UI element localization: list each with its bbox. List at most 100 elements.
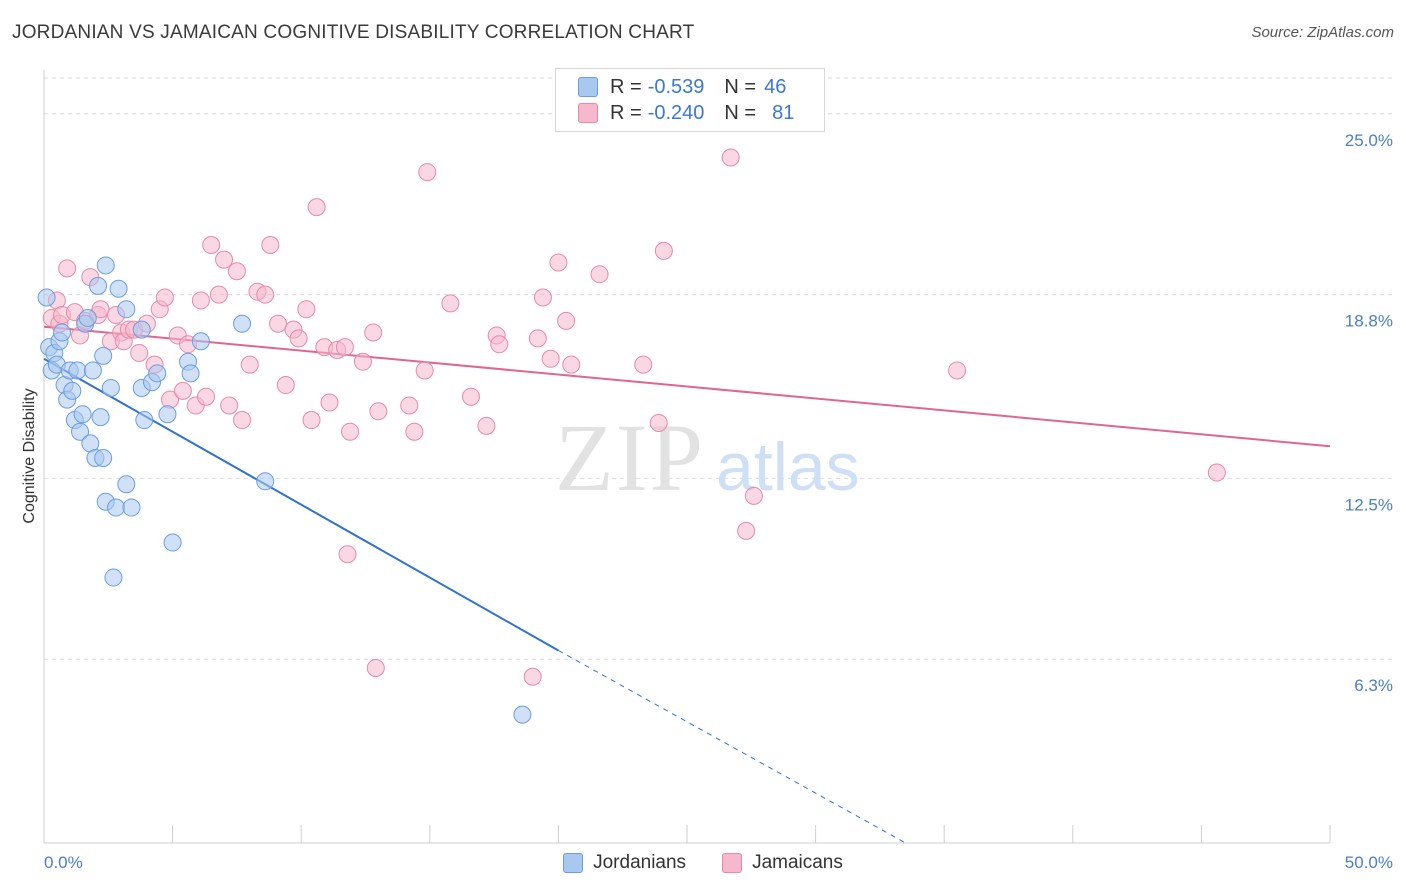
jordanian-point — [191, 332, 210, 351]
jamaican-point — [215, 250, 234, 269]
jordanian-point — [135, 411, 154, 430]
jordanian-point — [73, 405, 92, 424]
jordanian-point — [158, 405, 177, 424]
jamaican-point — [405, 422, 424, 441]
jordanian-point — [71, 422, 90, 441]
jamaican-point — [461, 387, 480, 406]
n-label: N = — [724, 75, 757, 98]
jordanian-point — [107, 498, 126, 517]
legend-label: Jamaicans — [752, 852, 843, 873]
jamaican-point — [58, 259, 77, 278]
jordanian-point — [109, 279, 128, 298]
jamaican-point — [338, 545, 357, 564]
jordanian-trend-extension — [558, 650, 906, 844]
jordanian-point — [101, 378, 120, 397]
legend-item-jordanians[interactable]: Jordanians — [563, 852, 686, 874]
jamaican-point — [202, 236, 221, 255]
jordanian-point — [94, 346, 113, 365]
n-value: 81 — [772, 101, 795, 124]
jamaican-point — [297, 300, 316, 319]
stats-row-jamaicans: R = -0.240 N = 81 — [578, 100, 794, 126]
r-label: R = — [610, 101, 642, 124]
chart-title: JORDANIAN VS JAMAICAN COGNITIVE DISABILI… — [12, 22, 695, 43]
jordanian-points — [37, 256, 532, 724]
jamaican-point — [335, 338, 354, 357]
jordanian-point — [181, 364, 200, 383]
jamaican-point — [302, 411, 321, 430]
jamaican-point — [209, 285, 228, 304]
jamaican-point — [307, 198, 326, 217]
jamaican-point — [649, 413, 668, 432]
legend-item-jamaicans[interactable]: Jamaicans — [722, 852, 843, 874]
y-tick-label: 18.8% — [1345, 312, 1393, 331]
jamaican-point — [256, 285, 275, 304]
jamaican-point — [366, 658, 385, 677]
jordanian-point — [122, 498, 141, 517]
legend-label: Jordanians — [593, 852, 687, 873]
jordanian-swatch — [563, 853, 584, 873]
jamaican-point — [400, 396, 419, 415]
jamaican-point — [269, 314, 288, 333]
jamaican-point — [523, 667, 542, 686]
jamaican-point — [418, 163, 437, 182]
jamaican-point — [562, 355, 581, 374]
jamaican-swatch — [722, 853, 743, 873]
jamaican-point — [130, 343, 149, 362]
jamaican-points — [42, 148, 1226, 686]
trend-lines — [43, 325, 1331, 844]
jordanian-point — [78, 308, 97, 327]
jordanian-point — [68, 361, 87, 380]
jamaican-point — [948, 361, 967, 380]
jordanian-point — [53, 323, 72, 342]
jamaican-point — [533, 288, 552, 307]
jamaican-point — [369, 402, 388, 421]
jamaican-point — [477, 416, 496, 435]
y-tick-label: 6.3% — [1354, 676, 1393, 695]
jamaican-point — [364, 323, 383, 342]
jamaican-point — [490, 335, 509, 354]
jamaican-point — [240, 355, 259, 374]
jamaican-point — [441, 294, 460, 313]
jamaican-point — [320, 393, 339, 412]
jamaican-point — [227, 262, 246, 281]
jamaican-swatch — [578, 103, 598, 123]
n-value: 46 — [764, 75, 787, 98]
jordanian-point — [148, 364, 167, 383]
jordanian-point — [83, 361, 102, 380]
jordanian-point — [94, 448, 113, 467]
jamaican-point — [276, 376, 295, 395]
jamaican-point — [173, 381, 192, 400]
jordanian-point — [117, 300, 136, 319]
jamaican-point — [155, 288, 174, 307]
jamaican-point — [261, 236, 280, 255]
jamaican-point — [1207, 463, 1226, 482]
jamaican-point — [654, 241, 673, 260]
x-tick-label-max: 50.0% — [1345, 853, 1393, 872]
y-tick-label: 12.5% — [1345, 495, 1393, 514]
jordanian-swatch — [578, 77, 598, 97]
jamaican-point — [191, 291, 210, 310]
jamaican-point — [634, 355, 653, 374]
jamaican-point — [415, 361, 434, 380]
stats-legend: R = -0.539 N = 46 R = -0.240 N = 81 — [555, 68, 825, 132]
jordanian-point — [117, 475, 136, 494]
jordanian-point — [256, 472, 275, 491]
jamaican-point — [341, 422, 360, 441]
jamaican-point — [528, 329, 547, 348]
jamaican-point — [353, 352, 372, 371]
jordanian-point — [37, 288, 56, 307]
jamaican-point — [549, 253, 568, 272]
jordanian-point — [91, 408, 110, 427]
watermark-atlas: atlas — [716, 429, 860, 505]
jordanian-point — [104, 568, 123, 587]
jordanian-point — [132, 320, 151, 339]
jamaican-point — [744, 486, 763, 505]
watermark: ZIP atlas — [555, 404, 860, 511]
stats-row-jordanians: R = -0.539 N = 46 — [578, 74, 786, 100]
y-axis-label: Cognitive Disability — [21, 388, 38, 523]
jordanian-point — [163, 533, 182, 552]
jordanian-point — [233, 314, 252, 333]
jordanian-point — [513, 705, 532, 724]
axes: 6.3% 12.5% 18.8% 25.0% 0.0% 50.0% — [43, 70, 1393, 872]
